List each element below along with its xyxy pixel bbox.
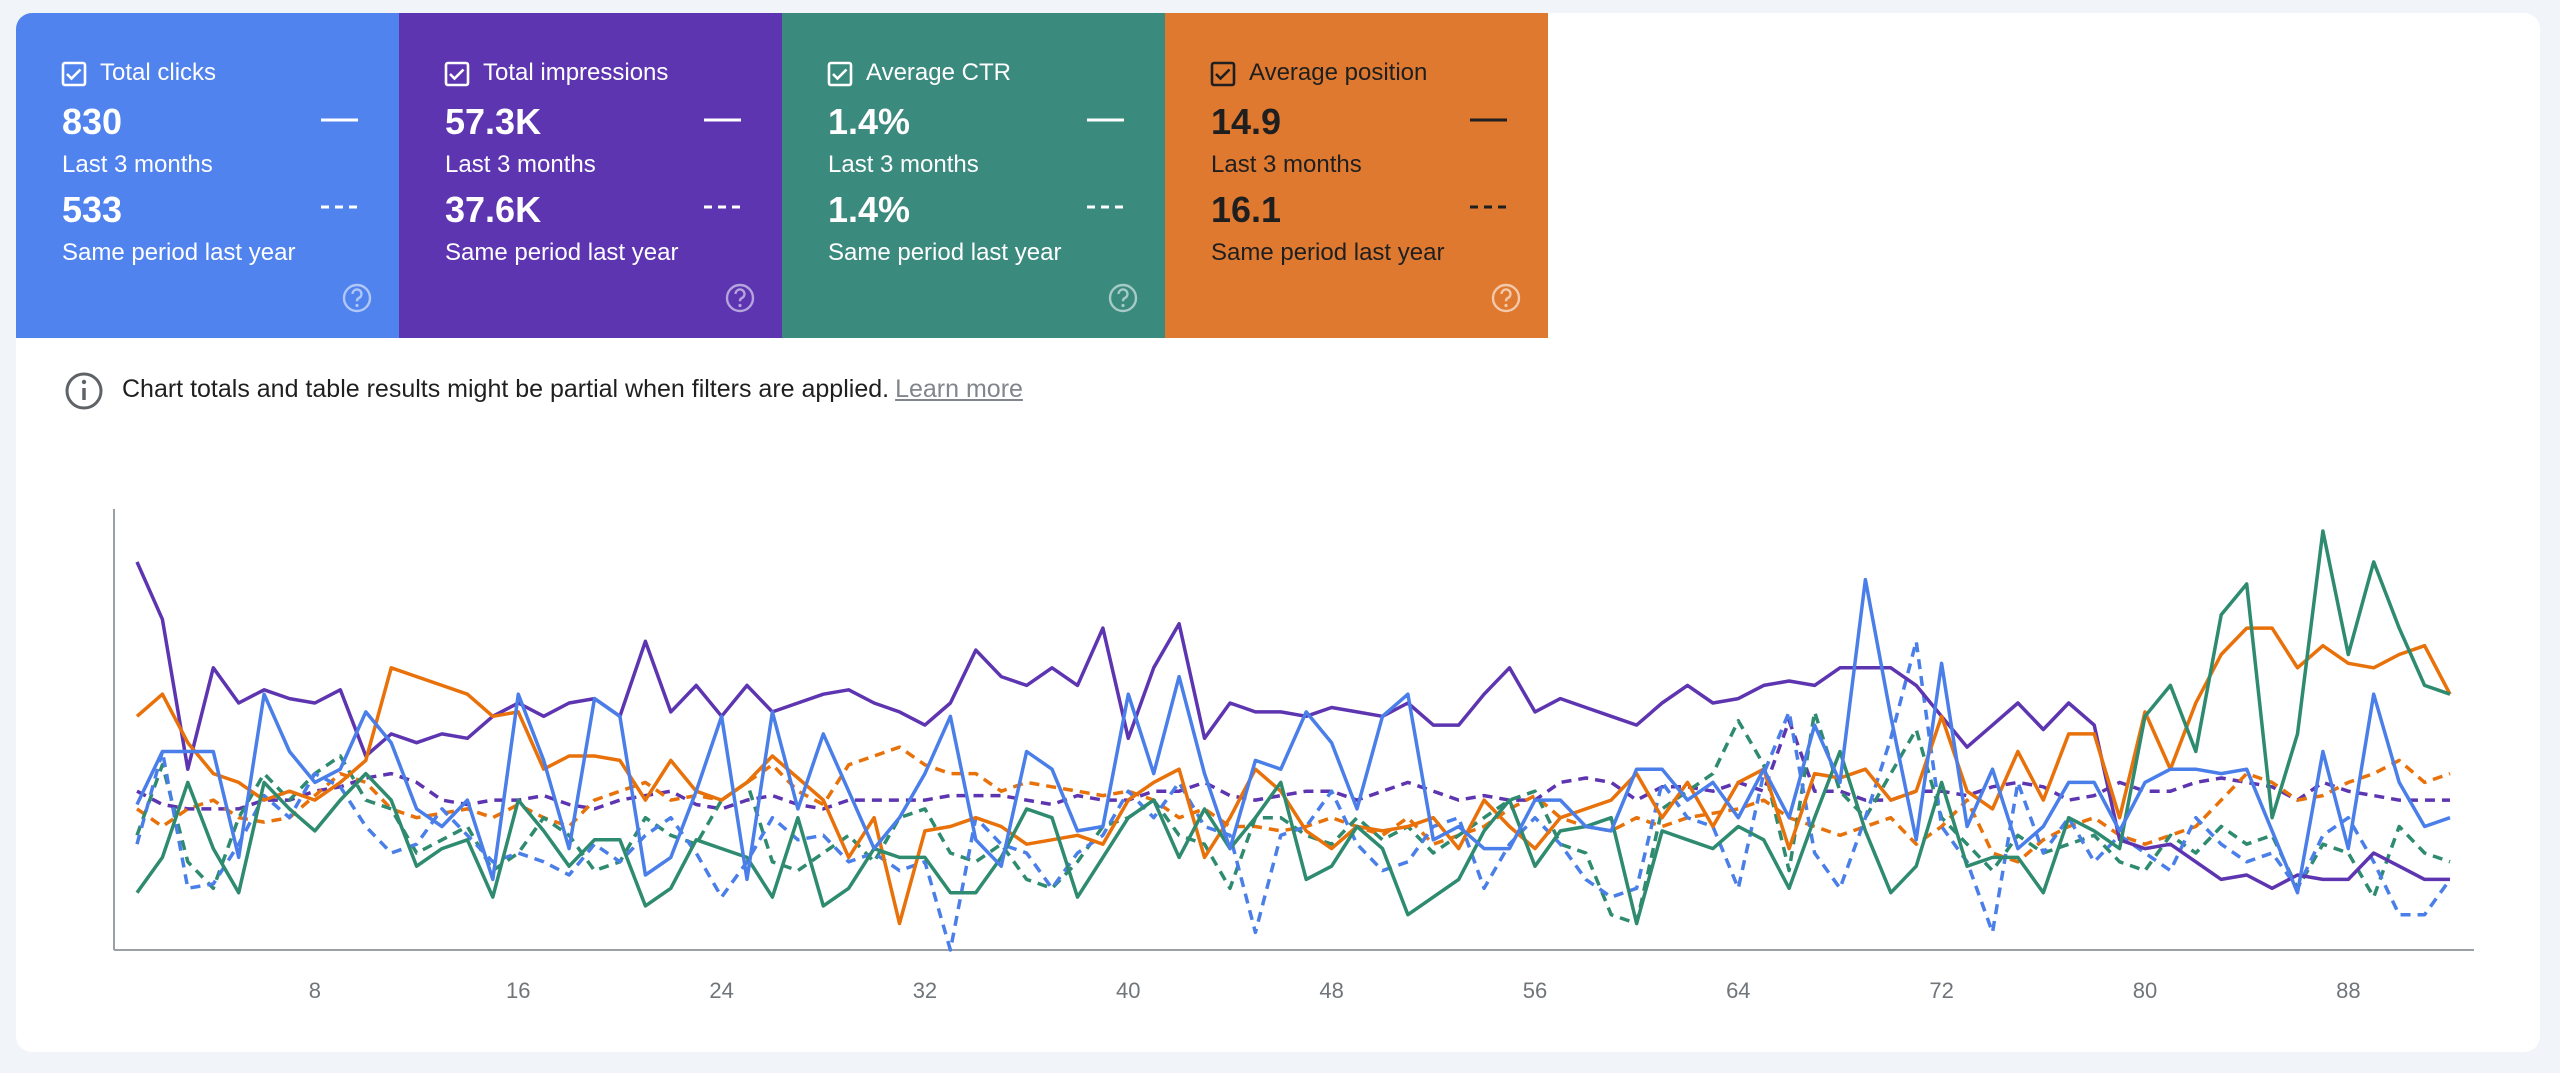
card-value: 14.9 [1211,101,1282,142]
x-tick-label: 48 [1319,978,1343,1003]
checkbox [61,61,87,87]
metric-card[interactable]: Total impressions 57.3K Last 3 months 37… [399,13,782,338]
card-title: Total clicks [100,59,217,86]
card-previous-value: 1.4% [828,189,911,230]
help-dot [355,303,359,308]
card-title: Average CTR [866,59,1011,86]
help-glyph [1500,288,1512,302]
checkbox [827,61,853,87]
chart: 8 16 24 32 40 48 56 64 72 80 88 [113,509,2474,1003]
help-dot [1504,303,1508,308]
checkbox [1210,61,1236,87]
help-dot [738,303,742,308]
current-period-line [135,577,2451,895]
info-icon [65,372,103,410]
card-previous-value: 533 [62,189,123,230]
checkmark [832,68,848,81]
checkmark [1215,68,1231,81]
metric-card[interactable]: Average CTR 1.4% Last 3 months 1.4% Same… [782,13,1165,338]
learn-more-link[interactable]: Learn more [895,375,1023,403]
previous-period-line [136,718,2450,811]
card-period: Last 3 months [62,151,213,178]
help-icon[interactable] [342,283,372,313]
card-title: Total impressions [483,59,669,86]
help-dot [1121,303,1125,308]
card-period: Last 3 months [1211,151,1362,178]
card-period: Last 3 months [445,151,596,178]
performance-panel: Total clicks 830 Last 3 months 533 Same … [16,13,2540,1052]
card-previous-period: Same period last year [828,239,1062,266]
x-tick-label: 72 [1929,978,1953,1003]
card-previous-period: Same period last year [1211,239,1445,266]
x-tick-label: 32 [913,978,937,1003]
notice: Chart totals and table results might be … [122,375,1023,404]
current-period-line [135,529,2451,926]
help-glyph [351,288,363,302]
metric-card[interactable]: Average position 14.9 Last 3 months 16.1… [1165,13,1548,338]
card-title: Average position [1249,59,1428,86]
card-previous-period: Same period last year [62,239,296,266]
current-period-line [135,626,2452,926]
previous-period-line [135,710,2451,926]
x-tick-label: 8 [309,978,321,1003]
x-tick-label: 80 [2133,978,2157,1003]
current-period-line [135,561,2450,891]
card-previous-value: 16.1 [1211,189,1282,230]
card-value: 1.4% [828,101,911,142]
x-tick-label: 40 [1116,978,1140,1003]
x-tick-label: 24 [709,978,733,1003]
x-tick-label: 56 [1523,978,1547,1003]
card-previous-value: 37.6K [445,189,542,230]
card-previous-period: Same period last year [445,239,679,266]
help-glyph [1117,288,1129,302]
card-icons [1210,61,1521,313]
card-period: Last 3 months [828,151,979,178]
x-tick-label: 64 [1726,978,1750,1003]
help-icon[interactable] [1491,283,1521,313]
help-icon[interactable] [1108,283,1138,313]
checkbox [444,61,470,87]
metric-card[interactable]: Total clicks 830 Last 3 months 533 Same … [16,13,399,338]
x-tick-label: 16 [506,978,530,1003]
card-icons [61,61,372,313]
help-icon[interactable] [725,283,755,313]
notice-text: Chart totals and table results might be … [122,375,890,403]
card-icons [827,61,1138,313]
checkmark [66,68,82,81]
card-value: 830 [62,101,123,142]
card-icons [444,61,755,313]
card-value: 57.3K [445,101,542,142]
checkmark [449,68,465,81]
help-glyph [734,288,746,302]
x-tick-label: 88 [2336,978,2360,1003]
